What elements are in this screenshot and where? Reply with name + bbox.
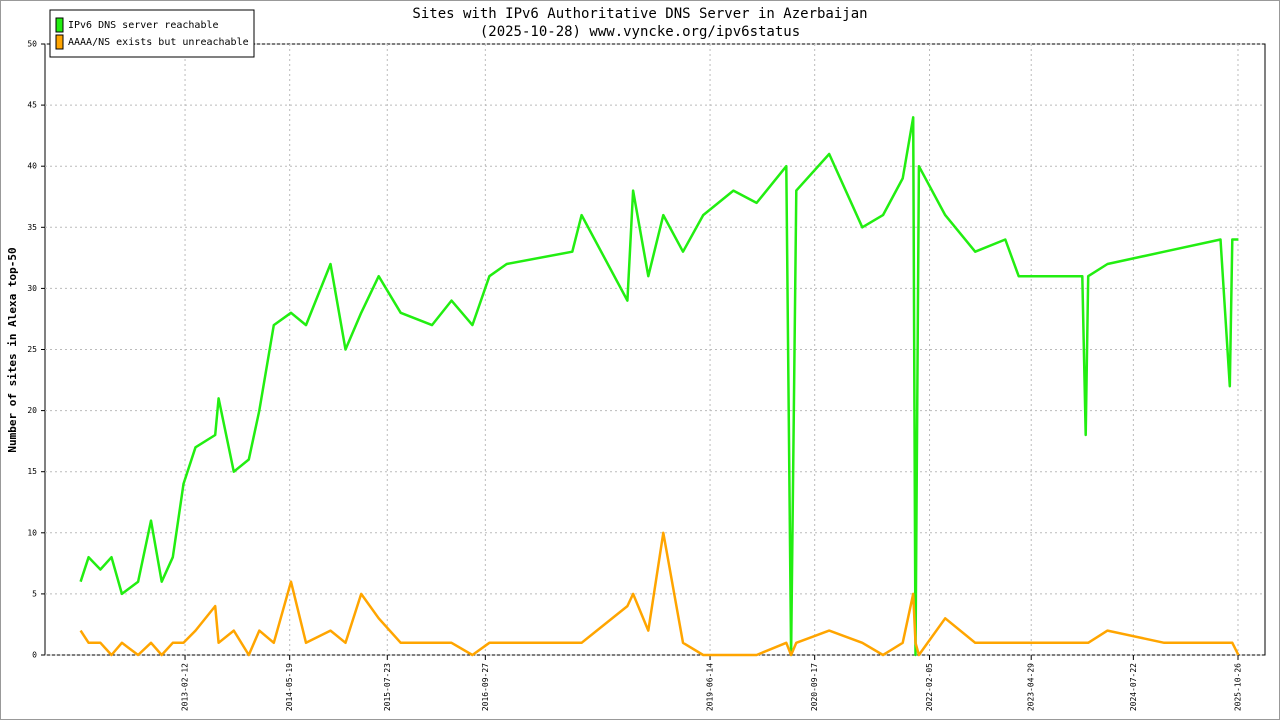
y-tick-label: 30 <box>27 284 37 293</box>
chart-title: Sites with IPv6 Authoritative DNS Server… <box>412 6 867 22</box>
x-tick-label: 2022-02-05 <box>925 663 934 711</box>
x-tick-label: 2016-09-27 <box>481 663 490 711</box>
y-tick-label: 10 <box>27 528 37 537</box>
y-tick-label: 35 <box>27 223 37 232</box>
x-tick-label: 2023-04-29 <box>1027 663 1036 711</box>
y-tick-label: 50 <box>27 40 37 49</box>
x-tick-label: 2025-10-26 <box>1233 663 1242 711</box>
legend-swatch <box>55 17 64 33</box>
legend-label: IPv6 DNS server reachable <box>68 20 219 31</box>
y-tick-label: 45 <box>27 101 37 110</box>
y-axis-label: Number of sites in Alexa top-50 <box>6 247 19 452</box>
legend-swatch <box>55 34 64 50</box>
x-tick-label: 2015-07-23 <box>383 663 392 711</box>
chart-subtitle: (2025-10-28) www.vyncke.org/ipv6status <box>480 24 800 40</box>
series-line <box>79 116 1239 657</box>
x-tick-label: 2024-07-22 <box>1129 663 1138 711</box>
x-tick-label: 2020-09-17 <box>810 663 819 711</box>
series-line <box>79 531 1240 657</box>
y-tick-label: 0 <box>32 651 37 660</box>
y-tick-label: 15 <box>27 467 37 476</box>
x-tick-label: 2014-05-19 <box>285 663 294 711</box>
legend-label: AAAA/NS exists but unreachable <box>68 37 249 48</box>
y-tick-label: 25 <box>27 345 37 354</box>
y-tick-label: 20 <box>27 406 37 415</box>
y-tick-label: 5 <box>32 589 37 598</box>
x-tick-label: 2019-06-14 <box>706 663 715 711</box>
x-tick-label: 2013-02-12 <box>181 663 190 711</box>
legend-box <box>49 9 255 58</box>
y-tick-label: 40 <box>27 162 37 171</box>
